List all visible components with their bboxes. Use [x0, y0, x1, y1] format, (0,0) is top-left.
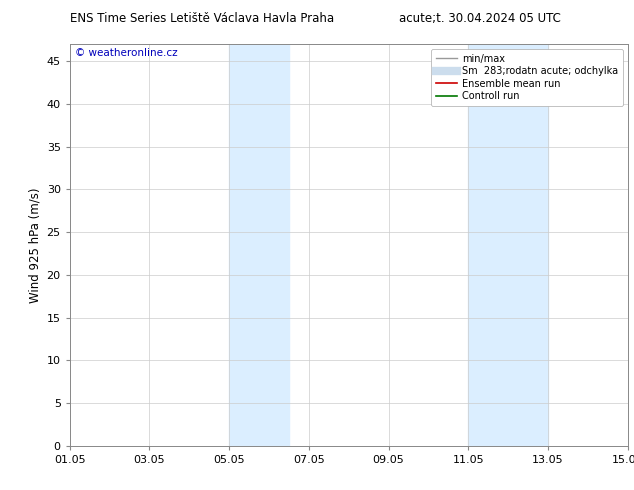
Bar	[229, 44, 289, 446]
Text: © weatheronline.cz: © weatheronline.cz	[75, 48, 178, 58]
Bar	[469, 44, 548, 446]
Legend: min/max, Sm  283;rodatn acute; odchylka, Ensemble mean run, Controll run: min/max, Sm 283;rodatn acute; odchylka, …	[430, 49, 623, 106]
Text: ENS Time Series Letiště Václava Havla Praha: ENS Time Series Letiště Václava Havla Pr…	[70, 12, 334, 25]
Text: acute;t. 30.04.2024 05 UTC: acute;t. 30.04.2024 05 UTC	[399, 12, 561, 25]
Y-axis label: Wind 925 hPa (m/s): Wind 925 hPa (m/s)	[28, 187, 41, 303]
